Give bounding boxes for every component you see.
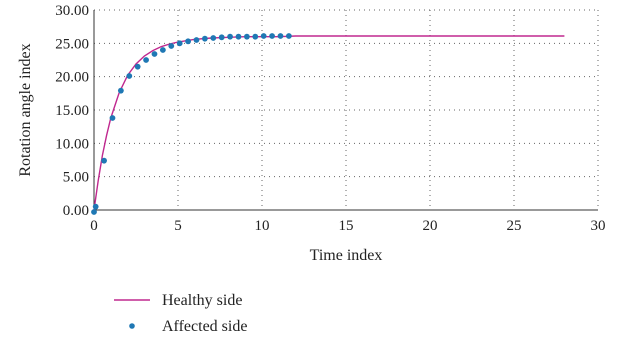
data-point-affected-side (134, 63, 141, 70)
legend-label-affected-side: Affected side (162, 318, 247, 335)
y-tick-label: 0.00 (63, 203, 89, 219)
x-tick-label: 20 (423, 218, 438, 234)
data-point-affected-side (91, 209, 97, 215)
data-point-affected-side (101, 157, 107, 164)
data-point-affected-side (193, 37, 200, 43)
y-tick-label: 30.00 (55, 3, 89, 19)
x-tick-label: 10 (255, 218, 270, 234)
data-point-affected-side (168, 43, 175, 49)
data-point-affected-side (176, 40, 183, 47)
data-point-affected-side (260, 33, 267, 39)
series (91, 33, 565, 215)
data-point-affected-side (285, 33, 292, 39)
data-point-affected-side (143, 57, 149, 63)
x-tick-labels: 0 5 10 15 20 25 30 (90, 218, 605, 234)
series-line-healthy-side (93, 35, 565, 211)
data-point-affected-side (227, 33, 233, 40)
y-tick-labels: 0.00 5.00 10.00 15.00 20.00 25.00 30.00 (55, 3, 89, 219)
data-point-affected-side (210, 35, 217, 41)
data-point-affected-side (185, 38, 191, 45)
y-tick-label: 10.00 (55, 136, 89, 152)
data-point-affected-side (235, 33, 242, 40)
y-tick-label: 25.00 (55, 36, 89, 52)
data-point-affected-side (269, 33, 275, 39)
data-point-affected-side (151, 51, 158, 57)
x-tick-label: 30 (591, 218, 606, 234)
y-tick-label: 20.00 (55, 70, 89, 86)
y-tick-label: 5.00 (63, 170, 89, 186)
data-point-affected-side (201, 35, 208, 42)
data-point-affected-side (92, 203, 99, 210)
x-tick-label: 5 (174, 218, 182, 234)
x-tick-label: 25 (507, 218, 522, 234)
x-tick-label: 15 (339, 218, 354, 234)
data-point-affected-side (218, 34, 225, 41)
legend-marker-affected-side (129, 323, 135, 329)
data-point-affected-side (159, 47, 166, 53)
legend-label-healthy-side: Healthy side (162, 292, 242, 309)
y-tick-label: 15.00 (55, 103, 89, 119)
x-tick-label: 0 (90, 218, 98, 234)
data-point-affected-side (109, 115, 116, 121)
legend: Healthy side Affected side (114, 292, 247, 335)
data-point-affected-side (252, 33, 259, 40)
x-axis-title: Time index (310, 247, 383, 264)
data-point-affected-side (126, 73, 133, 79)
data-point-affected-side (243, 33, 250, 40)
y-axis-title: Rotation angle index (17, 43, 34, 176)
data-point-affected-side (117, 87, 124, 94)
axes (93, 10, 598, 211)
grid (94, 9, 599, 210)
data-point-affected-side (277, 33, 284, 39)
